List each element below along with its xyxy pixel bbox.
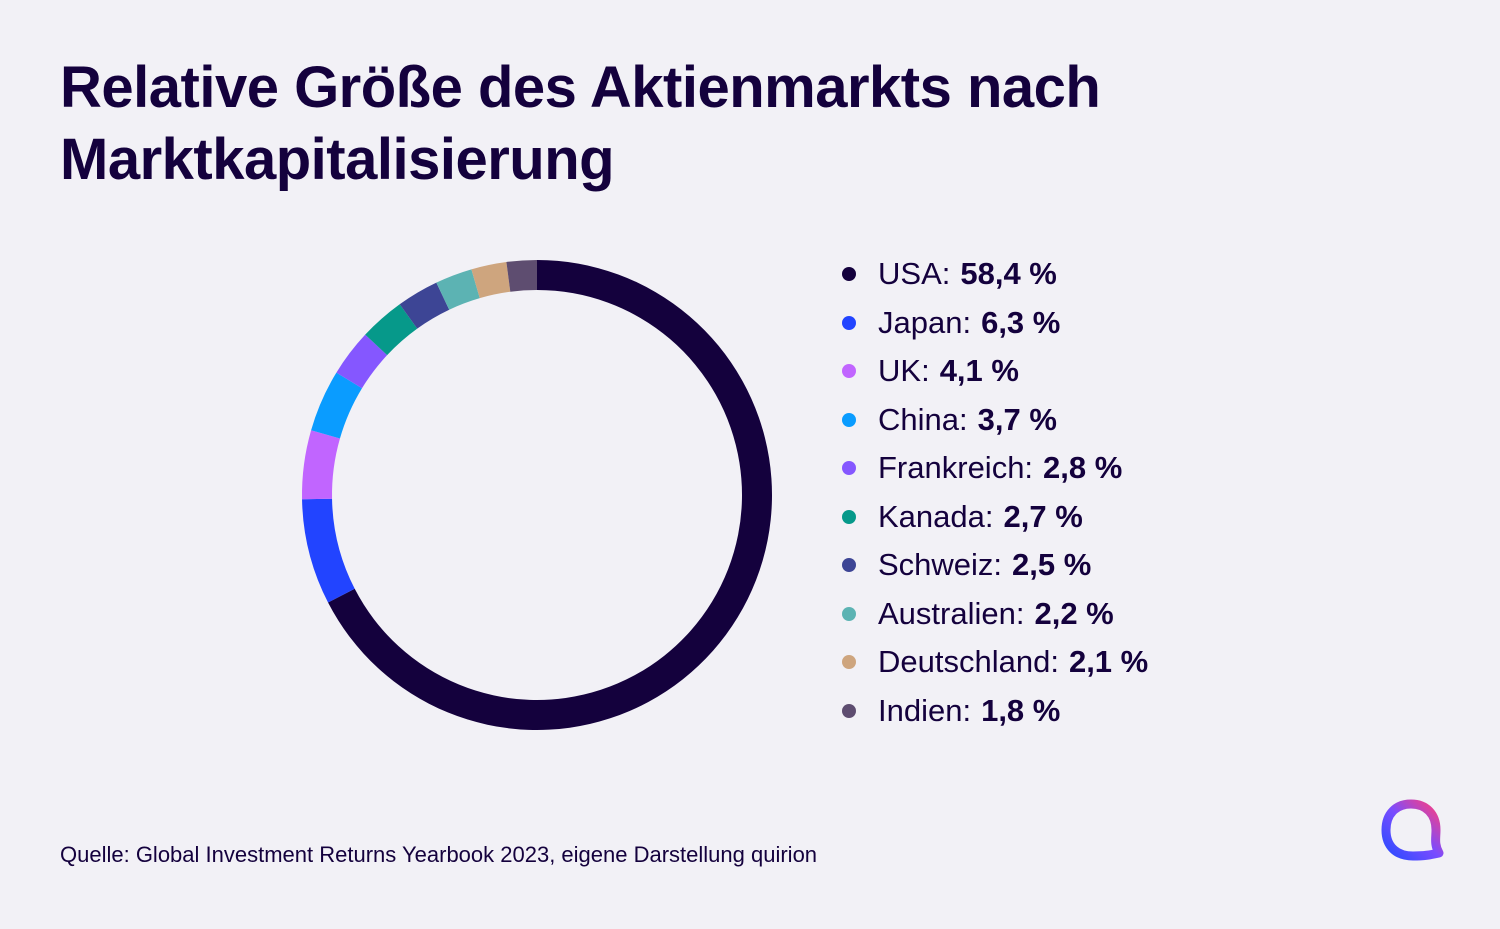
legend-dot	[842, 267, 856, 282]
legend-item-schweiz: Schweiz: 2,5 %	[842, 541, 1148, 590]
legend-value: 6,3 %	[981, 304, 1061, 340]
donut-svg	[302, 260, 772, 730]
legend-value: 2,2 %	[1034, 595, 1114, 631]
legend-item-frankreich: Frankreich: 2,8 %	[842, 444, 1148, 493]
legend-item-japan: Japan: 6,3 %	[842, 299, 1148, 348]
legend-value: 2,1 %	[1068, 644, 1149, 680]
legend-item-kanada: Kanada: 2,7 %	[842, 493, 1148, 542]
legend-label: UK:	[878, 353, 930, 389]
donut-slice-frankreich	[336, 334, 388, 389]
legend-value: 4,1 %	[939, 353, 1019, 389]
legend-label: Japan:	[878, 304, 972, 340]
legend-label: Frankreich:	[878, 450, 1034, 486]
legend-item-china: China: 3,7 %	[842, 396, 1148, 445]
legend-dot	[842, 558, 856, 573]
legend-dot	[842, 364, 856, 379]
legend-label: Kanada:	[878, 498, 994, 534]
legend-dot	[842, 509, 856, 524]
legend-dot	[842, 412, 856, 427]
donut-slice-china	[311, 372, 362, 439]
donut-slice-australien	[436, 269, 480, 310]
legend-item-uk: UK: 4,1 %	[842, 347, 1148, 396]
legend-value: 2,7 %	[1003, 498, 1083, 534]
legend-label: China:	[878, 401, 968, 437]
chart-title: Relative Größe des Aktienmarkts nach Mar…	[60, 55, 1101, 192]
legend-item-usa: USA: 58,4 %	[842, 250, 1148, 299]
legend-value: 1,8 %	[981, 692, 1061, 728]
legend-dot	[842, 606, 856, 621]
legend-value: 3,7 %	[977, 401, 1057, 437]
donut-slice-deutschland	[471, 262, 511, 299]
source-note: Quelle: Global Investment Returns Yearbo…	[60, 842, 818, 867]
legend-dot	[842, 461, 856, 476]
legend-item-australien: Australien: 2,2 %	[842, 590, 1148, 639]
legend-label: Schweiz:	[878, 547, 1003, 583]
legend-value: 2,5 %	[1012, 547, 1092, 583]
donut-slice-schweiz	[399, 282, 450, 329]
quirion-logo-icon	[1378, 798, 1444, 864]
legend-dot	[842, 315, 856, 330]
legend-label: Australien:	[878, 595, 1025, 631]
donut-slice-japan	[302, 498, 355, 603]
legend-value: 2,8 %	[1043, 450, 1123, 486]
donut-slice-kanada	[365, 304, 418, 356]
donut-chart	[292, 250, 782, 740]
legend-label: Deutschland:	[878, 644, 1059, 680]
donut-slice-indien	[506, 260, 537, 292]
legend-dot	[842, 655, 856, 670]
legend-label: USA:	[878, 256, 951, 292]
legend-item-deutschland: Deutschland: 2,1 %	[842, 638, 1148, 687]
donut-slice-uk	[302, 430, 340, 500]
legend-item-indien: Indien: 1,8 %	[842, 687, 1148, 736]
legend-label: Indien:	[878, 692, 972, 728]
legend-dot	[842, 703, 856, 718]
legend-value: 58,4 %	[960, 256, 1057, 292]
chart-legend: USA: 58,4 % Japan: 6,3 % UK: 4,1 % China: 3,7 %…	[842, 250, 1148, 735]
